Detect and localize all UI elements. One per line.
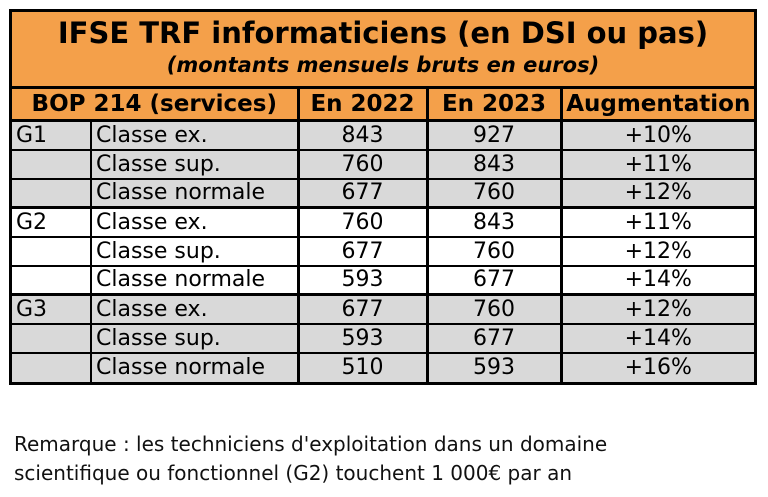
class-cell: Classe ex.	[89, 206, 299, 237]
value-2022-cell: 593	[296, 264, 428, 295]
value-2022-cell: 677	[296, 177, 428, 208]
class-cell: Classe ex.	[89, 293, 299, 324]
group-cell: G1	[12, 120, 91, 150]
increase-cell: +12%	[559, 177, 755, 208]
increase-cell: +16%	[559, 351, 755, 382]
increase-cell: +11%	[559, 206, 755, 237]
group-cell: G3	[12, 293, 91, 324]
table-subtitle: (montants mensuels bruts en euros)	[166, 53, 600, 77]
table-row: Classe sup. 593 677 +14%	[12, 322, 755, 353]
group-cell: G2	[12, 206, 91, 237]
group-cell	[12, 235, 91, 266]
value-2022-cell: 843	[296, 120, 428, 150]
value-2023-cell: 760	[425, 177, 562, 208]
table-row: G2 Classe ex. 760 843 +11%	[12, 206, 755, 237]
value-2022-cell: 760	[296, 206, 428, 237]
remark-line-2: scientifique ou fonctionnel (G2) touchen…	[14, 461, 572, 485]
increase-cell: +11%	[559, 148, 755, 179]
increase-cell: +10%	[559, 120, 755, 150]
group-cell	[12, 351, 91, 382]
value-2023-cell: 843	[425, 206, 562, 237]
value-2022-cell: 677	[296, 235, 428, 266]
class-cell: Classe sup.	[89, 148, 299, 179]
value-2023-cell: 843	[425, 148, 562, 179]
header-row: BOP 214 (services) En 2022 En 2023 Augme…	[12, 89, 755, 122]
remark-note: Remarque : les techniciens d'exploitatio…	[14, 430, 754, 488]
group-cell	[12, 148, 91, 179]
class-cell: Classe sup.	[89, 322, 299, 353]
increase-cell: +12%	[559, 235, 755, 266]
table-row: Classe sup. 760 843 +11%	[12, 148, 755, 179]
group-cell	[12, 264, 91, 295]
value-2022-cell: 677	[296, 293, 428, 324]
header-2023: En 2023	[425, 89, 562, 122]
class-cell: Classe normale	[89, 351, 299, 382]
header-2022: En 2022	[296, 89, 428, 122]
class-cell: Classe sup.	[89, 235, 299, 266]
increase-cell: +12%	[559, 293, 755, 324]
header-increase: Augmentation	[559, 89, 755, 122]
class-cell: Classe normale	[89, 177, 299, 208]
table-title: IFSE TRF informaticiens (en DSI ou pas)	[57, 16, 709, 50]
header-bop: BOP 214 (services)	[12, 89, 299, 122]
title-block: IFSE TRF informaticiens (en DSI ou pas) …	[12, 12, 754, 89]
class-cell: Classe normale	[89, 264, 299, 295]
increase-cell: +14%	[559, 264, 755, 295]
table-row: Classe normale 677 760 +12%	[12, 177, 755, 208]
class-cell: Classe ex.	[89, 120, 299, 150]
value-2023-cell: 593	[425, 351, 562, 382]
increase-cell: +14%	[559, 322, 755, 353]
value-2022-cell: 593	[296, 322, 428, 353]
value-2022-cell: 510	[296, 351, 428, 382]
value-2023-cell: 760	[425, 235, 562, 266]
ifse-table-frame: IFSE TRF informaticiens (en DSI ou pas) …	[9, 9, 757, 385]
table-row: G1 Classe ex. 843 927 +10%	[12, 120, 755, 150]
table-row: Classe normale 593 677 +14%	[12, 264, 755, 295]
table-row: Classe normale 510 593 +16%	[12, 351, 755, 382]
value-2022-cell: 760	[296, 148, 428, 179]
value-2023-cell: 760	[425, 293, 562, 324]
value-2023-cell: 677	[425, 264, 562, 295]
remark-line-1: Remarque : les techniciens d'exploitatio…	[14, 432, 608, 456]
table-row: G3 Classe ex. 677 760 +12%	[12, 293, 755, 324]
value-2023-cell: 677	[425, 322, 562, 353]
value-2023-cell: 927	[425, 120, 562, 150]
table-row: Classe sup. 677 760 +12%	[12, 235, 755, 266]
group-cell	[12, 177, 91, 208]
salary-table: BOP 214 (services) En 2022 En 2023 Augme…	[12, 89, 755, 382]
group-cell	[12, 322, 91, 353]
